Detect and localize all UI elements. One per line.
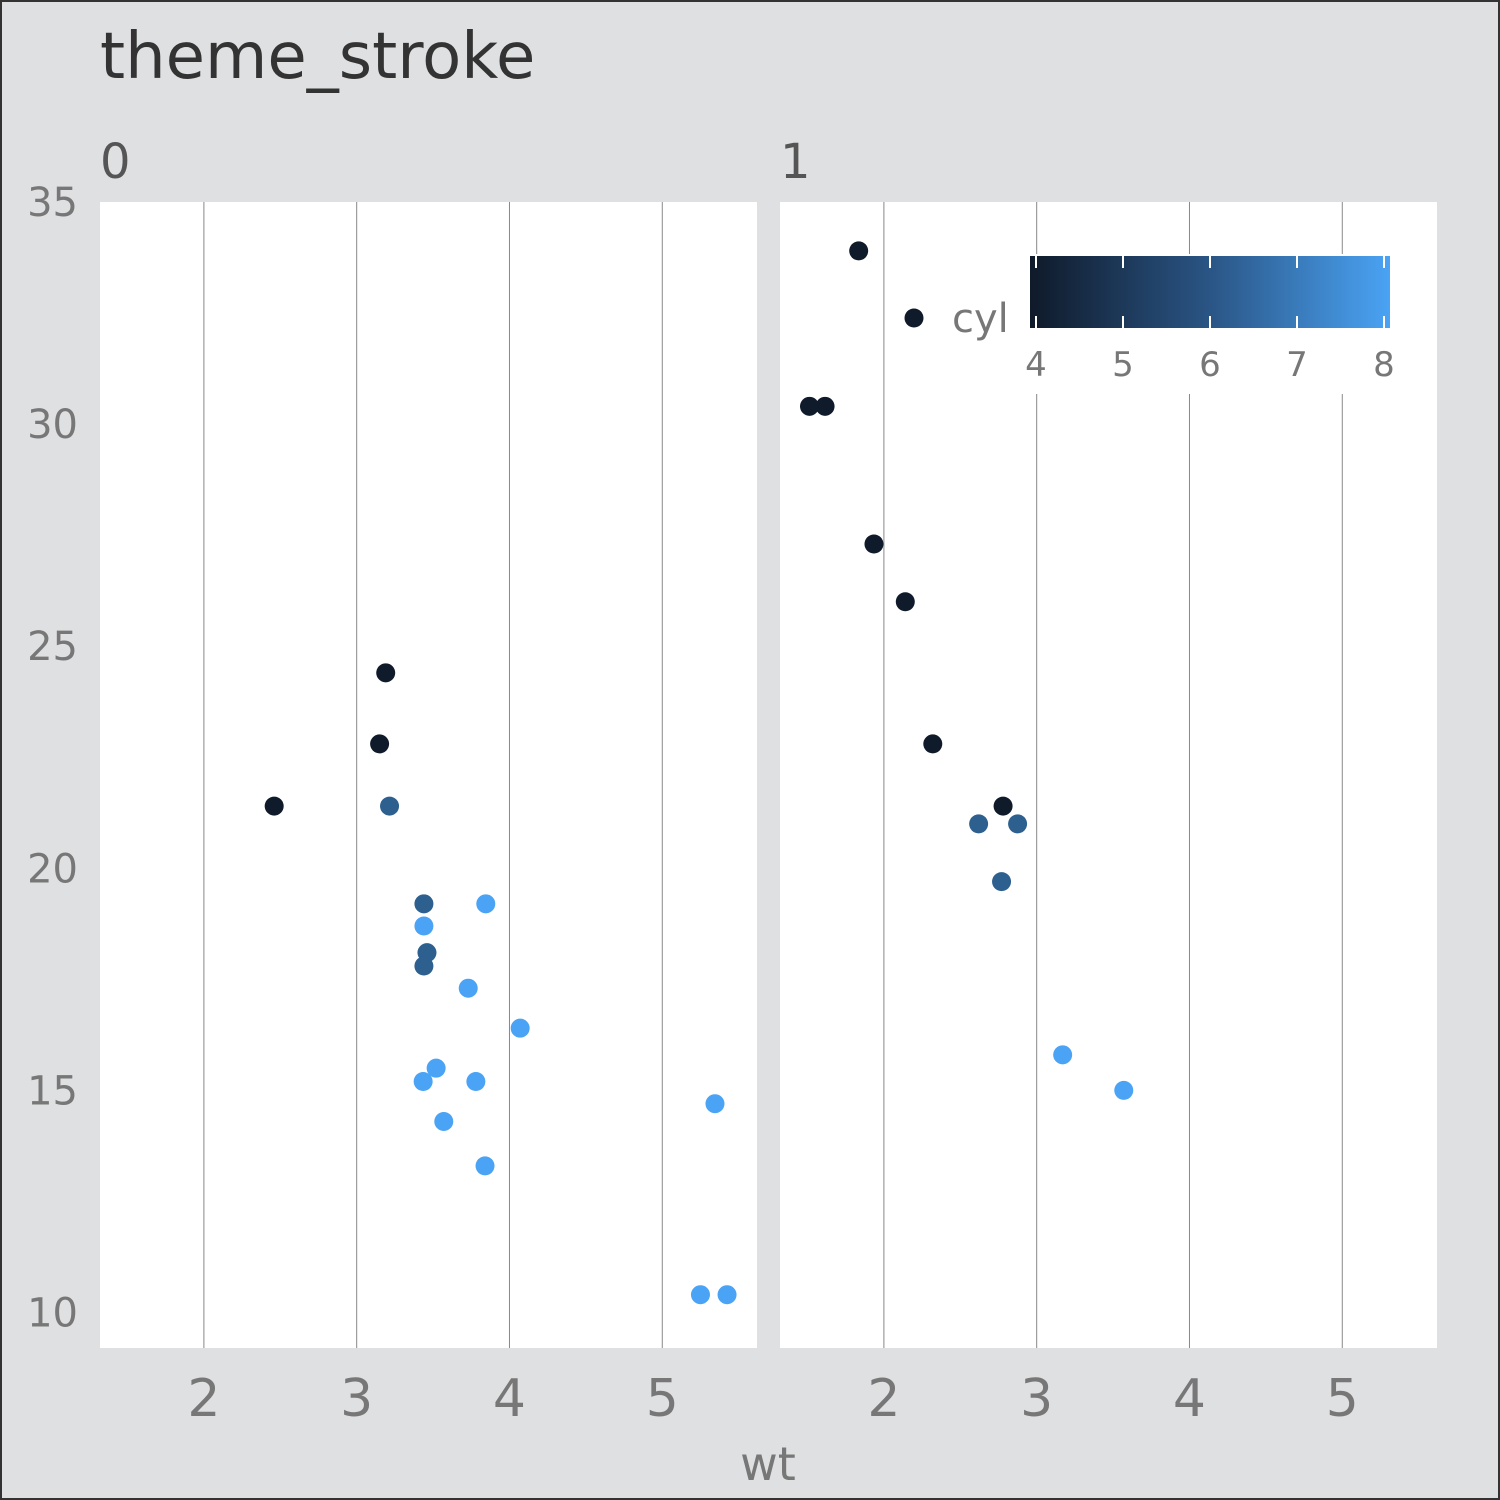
facet-strip-label: 0 <box>100 134 131 190</box>
x-tick-label: 5 <box>1326 1369 1359 1429</box>
x-axis-label: wt <box>740 1437 796 1491</box>
legend-tick-label: 6 <box>1199 345 1221 385</box>
data-point <box>414 956 434 976</box>
data-point <box>376 663 396 683</box>
data-point <box>458 978 478 998</box>
data-point <box>264 796 284 816</box>
y-tick-label: 10 <box>27 1290 78 1336</box>
data-point <box>717 1285 737 1305</box>
data-point <box>1008 814 1028 834</box>
data-point <box>923 734 943 754</box>
x-tick-label: 2 <box>187 1369 220 1429</box>
legend-tick-label: 4 <box>1025 345 1047 385</box>
data-point <box>690 1285 710 1305</box>
data-point <box>864 534 884 554</box>
data-point <box>1053 1045 1073 1065</box>
data-point <box>510 1018 530 1038</box>
data-point <box>476 894 496 914</box>
panel-background <box>100 202 757 1348</box>
legend-tick-label: 5 <box>1112 345 1134 385</box>
data-point <box>799 396 819 416</box>
legend-title: cyl <box>952 296 1009 342</box>
data-point <box>426 1058 446 1078</box>
x-tick-label: 4 <box>1173 1369 1206 1429</box>
data-point <box>414 894 434 914</box>
data-point <box>992 872 1012 892</box>
legend-tick-label: 8 <box>1373 345 1395 385</box>
legend: cyl 4 5 6 7 8 <box>890 254 1395 394</box>
data-point <box>815 396 835 416</box>
legend-tick-label: 7 <box>1286 345 1308 385</box>
data-point <box>849 241 869 261</box>
data-point <box>993 796 1013 816</box>
data-point <box>705 1094 725 1114</box>
data-point <box>475 1156 495 1176</box>
data-point <box>414 916 434 936</box>
y-tick-label: 25 <box>27 624 78 670</box>
chart-title: theme_stroke <box>100 20 535 94</box>
data-point <box>895 592 915 612</box>
y-tick-label: 30 <box>27 402 78 448</box>
x-tick-label: 2 <box>867 1369 900 1429</box>
data-point <box>1114 1080 1134 1100</box>
facet-panel-0: 2 3 4 5 0 <box>100 134 757 1429</box>
y-tick-label: 20 <box>27 846 78 892</box>
x-tick-label: 3 <box>1020 1369 1053 1429</box>
x-tick-label: 3 <box>340 1369 373 1429</box>
legend-key-point <box>904 308 924 328</box>
data-point <box>434 1111 454 1131</box>
data-point <box>969 814 989 834</box>
x-tick-label: 5 <box>646 1369 679 1429</box>
data-point <box>413 1071 433 1091</box>
y-tick-label: 15 <box>27 1068 78 1114</box>
data-point <box>466 1071 486 1091</box>
data-point <box>380 796 400 816</box>
data-point <box>370 734 390 754</box>
facet-strip-label: 1 <box>780 134 811 190</box>
x-tick-label: 4 <box>493 1369 526 1429</box>
y-tick-label: 35 <box>27 180 78 226</box>
